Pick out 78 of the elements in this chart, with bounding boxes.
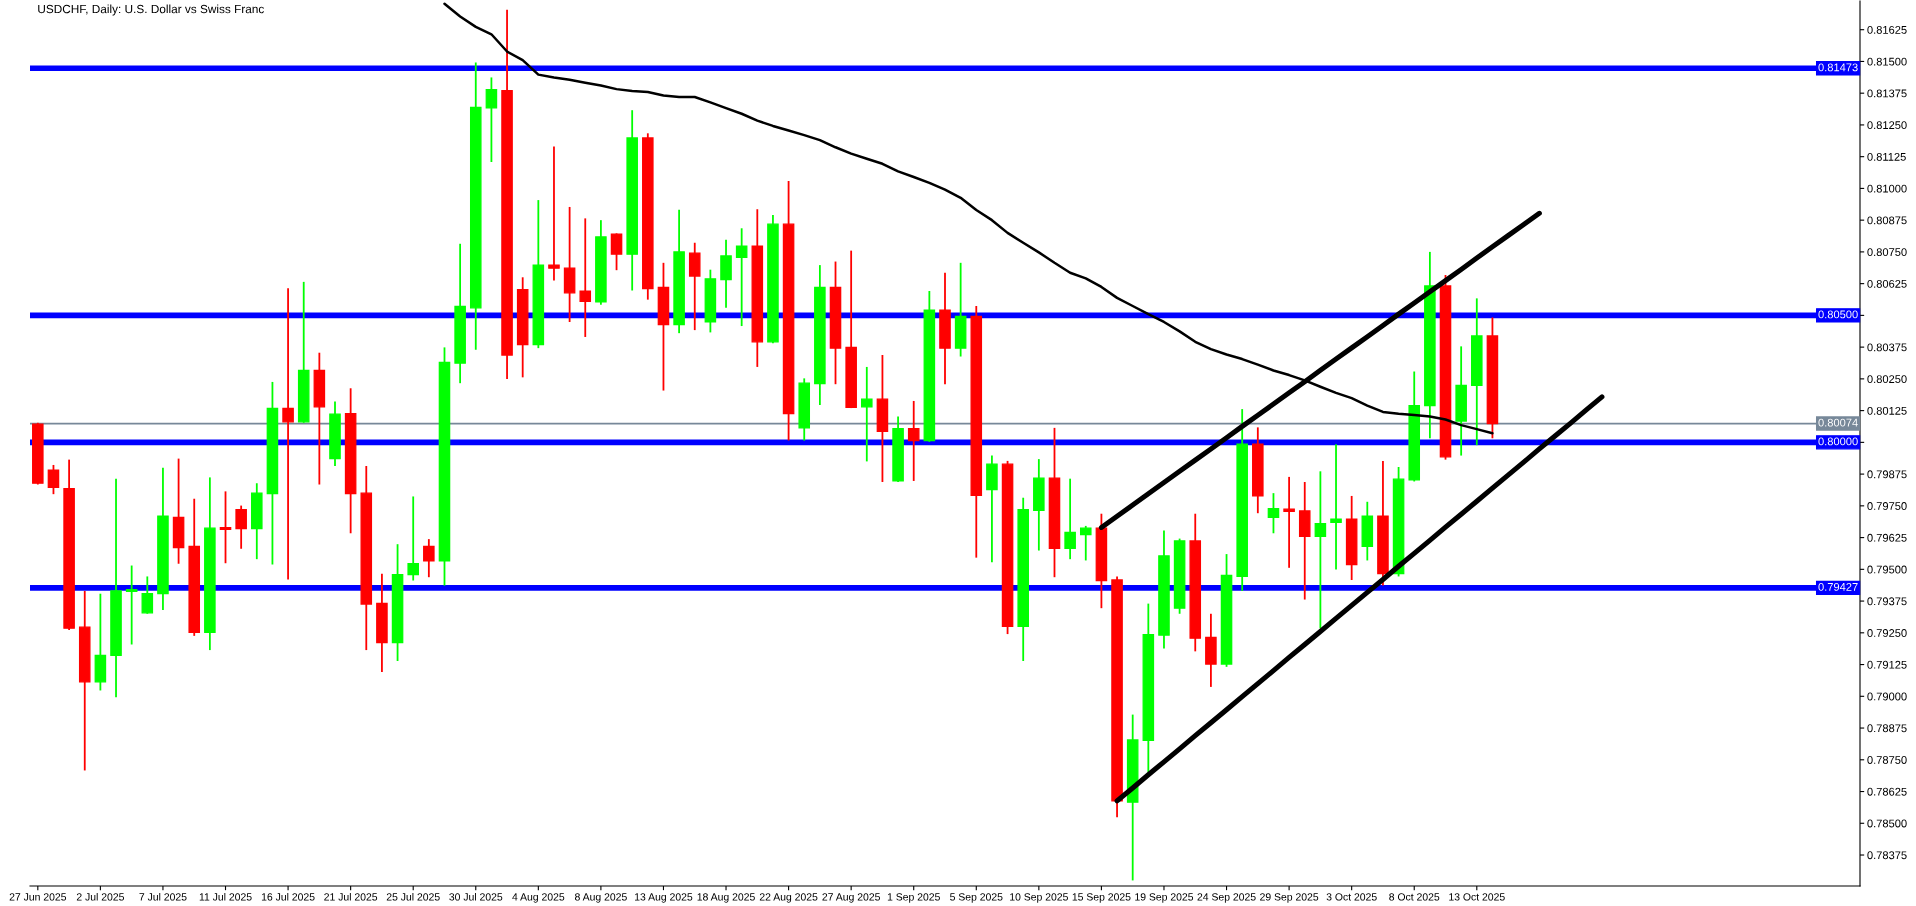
x-tick-label: 10 Sep 2025 — [1010, 893, 1068, 903]
x-tick-label: 4 Aug 2025 — [512, 893, 565, 903]
candlestick — [407, 495, 419, 582]
x-tick-label: 13 Oct 2025 — [1449, 893, 1505, 901]
y-tick-label: 0.78875 — [1867, 724, 1907, 733]
y-tick-label: 0.80375 — [1867, 343, 1907, 352]
x-tick-label: 13 Aug 2025 — [635, 893, 693, 903]
x-tick-label: 3 Oct 2025 — [1326, 893, 1377, 901]
ref-line-label: 0.80500 — [1818, 310, 1858, 319]
candlestick — [1314, 470, 1327, 630]
candlestick — [1267, 492, 1280, 535]
x-tick-label: 16 Jul 2025 — [261, 892, 315, 901]
y-tick-label: 0.78500 — [1867, 819, 1907, 828]
y-tick-label: 0.78625 — [1867, 787, 1907, 796]
candlestick — [141, 575, 154, 615]
candlestick — [610, 232, 623, 272]
y-tick-label: 0.79125 — [1867, 660, 1907, 669]
candlestick — [1064, 477, 1076, 561]
x-tick-label: 18 Aug 2025 — [697, 893, 755, 903]
x-tick-label: 24 Sep 2025 — [1197, 893, 1256, 903]
y-tick-label: 0.81250 — [1867, 121, 1907, 130]
y-tick-label: 0.81125 — [1867, 152, 1906, 161]
y-tick-label: 0.79750 — [1867, 502, 1907, 510]
y-tick-label: 0.80125 — [1867, 406, 1907, 415]
y-tick-label: 0.78375 — [1867, 851, 1907, 860]
candlestick — [907, 400, 920, 482]
x-tick-label: 27 Aug 2025 — [822, 893, 880, 903]
x-tick-label: 22 Aug 2025 — [759, 893, 818, 903]
candlestick — [548, 145, 560, 282]
y-tick-label: 0.79250 — [1867, 629, 1907, 637]
y-tick-label: 0.81375 — [1867, 89, 1907, 98]
x-tick-label: 15 Sep 2025 — [1072, 893, 1131, 903]
ref-line-label: 0.81473 — [1818, 63, 1858, 72]
candlestick — [720, 238, 732, 309]
y-tick-label: 0.81625 — [1867, 25, 1907, 34]
ref-line-label: 0.79427 — [1818, 582, 1858, 591]
candlestick — [1330, 443, 1342, 571]
candlestick — [423, 538, 435, 579]
candlestick — [125, 564, 138, 646]
candlestick — [688, 241, 701, 332]
x-tick-label: 8 Aug 2025 — [574, 893, 627, 903]
y-tick-label: 0.80875 — [1867, 216, 1907, 225]
y-tick-label: 0.79875 — [1867, 470, 1907, 479]
y-tick-label: 0.81500 — [1867, 57, 1907, 66]
y-tick-label: 0.80250 — [1867, 375, 1907, 384]
y-tick-label: 0.79500 — [1867, 565, 1907, 574]
x-tick-label: 30 Jul 2025 — [449, 892, 503, 901]
candlestick — [861, 366, 873, 463]
x-tick-label: 19 Sep 2025 — [1135, 893, 1194, 903]
x-tick-label: 11 Jul 2025 — [199, 892, 252, 901]
candlestick — [219, 490, 232, 565]
candlestick — [235, 504, 247, 550]
y-tick-label: 0.80625 — [1867, 279, 1907, 288]
candlestick — [485, 76, 498, 163]
x-tick-label: 27 Jun 2025 — [9, 893, 67, 901]
chart-title: USDCHF, Daily: U.S. Dollar vs Swiss Franc — [38, 4, 264, 16]
candlestick — [282, 287, 294, 581]
x-tick-label: 8 Oct 2025 — [1389, 893, 1440, 901]
x-tick-label: 29 Sep 2025 — [1260, 893, 1319, 903]
ref-line-label: 0.80074 — [1818, 418, 1858, 427]
y-tick-label: 0.78750 — [1867, 756, 1907, 764]
candlestick — [735, 227, 748, 327]
x-tick-label: 21 Jul 2025 — [324, 892, 378, 901]
y-tick-label: 0.81000 — [1867, 184, 1907, 193]
ref-line-label: 0.80000 — [1818, 437, 1858, 446]
x-tick-label: 7 Jul 2025 — [139, 892, 187, 901]
x-tick-label: 5 Sep 2025 — [950, 893, 1003, 903]
y-tick-label: 0.79375 — [1867, 597, 1907, 606]
x-tick-label: 25 Jul 2025 — [386, 892, 440, 901]
candlestick — [1283, 475, 1295, 569]
x-tick-label: 1 Sep 2025 — [887, 893, 940, 903]
y-tick-label: 0.79000 — [1867, 692, 1907, 701]
y-tick-label: 0.80750 — [1867, 248, 1907, 257]
candlestick — [1079, 525, 1092, 562]
y-tick-label: 0.79625 — [1867, 533, 1907, 542]
candlestick — [47, 464, 60, 496]
x-tick-label: 2 Jul 2025 — [76, 892, 124, 901]
candlestick — [579, 217, 592, 338]
